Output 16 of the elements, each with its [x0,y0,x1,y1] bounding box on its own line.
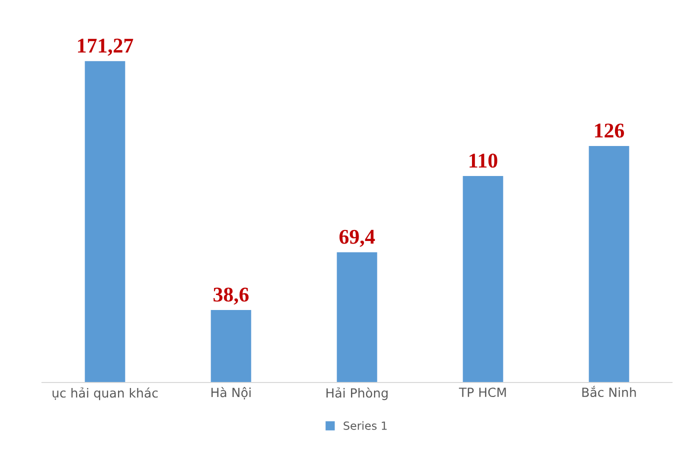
data-label: 38,6 [214,288,249,305]
bar [588,146,630,382]
bar [84,61,126,382]
data-label: 110 [470,154,498,168]
x-tick-label: ục hải quan khác [52,387,158,400]
data-label: 171,27 [78,38,134,56]
bar [462,176,504,382]
legend-label: Series 1 [344,421,387,430]
bar [336,252,378,382]
x-tick-label: Bắc Ninh [582,386,636,398]
x-tick-label: Hà Nội [211,387,251,400]
x-tick-label: TP HCM [458,388,506,398]
data-label: 69,4 [339,230,375,247]
data-label: 126 [595,124,624,138]
x-tick-label: Hải Phòng [326,387,388,400]
bar [210,310,252,382]
